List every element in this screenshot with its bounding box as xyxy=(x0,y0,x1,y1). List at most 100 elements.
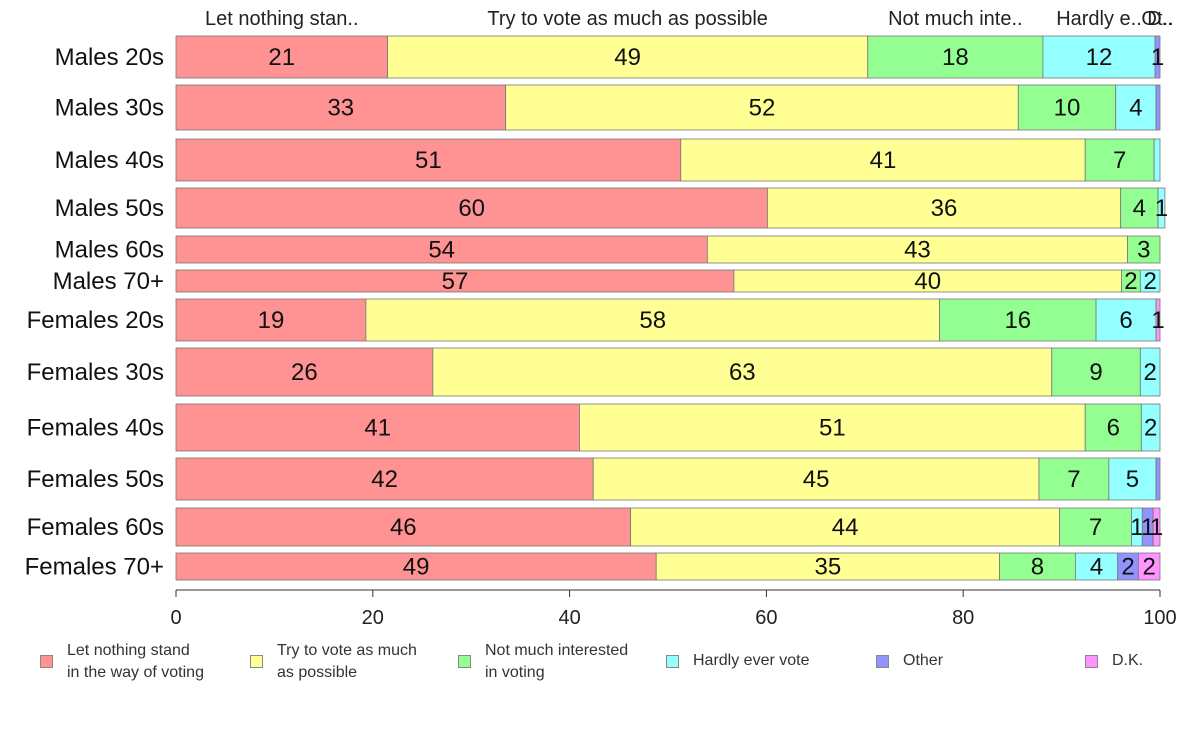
series-header-hardly-e: Hardly e.. xyxy=(1056,8,1142,30)
bar-segment-females-60s-1 xyxy=(630,507,1061,547)
bar-segment-males-40s-2 xyxy=(1084,138,1155,182)
row-label-females-30s: Females 30s xyxy=(27,359,164,386)
row-label-males-30s: Males 30s xyxy=(55,95,164,122)
bar-segment-males-40s-0 xyxy=(175,138,682,182)
bar-segment-males-30s-2 xyxy=(1017,84,1117,131)
bar-segment-females-20s-2 xyxy=(939,298,1097,342)
bar-segment-females-40s-3 xyxy=(1140,403,1161,452)
bar-segment-females-60s-2 xyxy=(1059,507,1132,547)
series-header-ot: Ot.. xyxy=(1141,8,1173,30)
data-label-males-30s-1: 52 xyxy=(749,95,776,122)
legend-swatch xyxy=(40,655,53,668)
data-label-females-30s-0: 26 xyxy=(291,359,318,386)
data-label-females-70-2: 8 xyxy=(1031,554,1044,581)
legend-label: D.K. xyxy=(1112,652,1144,669)
bar-segment-males-40s-3 xyxy=(1153,138,1161,182)
data-label-females-20s-2: 16 xyxy=(1004,307,1031,334)
data-label-females-30s-2: 9 xyxy=(1089,359,1102,386)
bar-segment-females-30s-2 xyxy=(1051,347,1141,397)
data-label-males-20s-2: 18 xyxy=(942,44,969,71)
data-label-females-20s-5: 1 xyxy=(1151,307,1164,334)
x-tick-label-60: 60 xyxy=(755,607,777,629)
data-label-males-50s-1: 36 xyxy=(931,195,958,222)
legend-swatch xyxy=(458,655,471,668)
legend-item-let-nothing-stan: Let nothing stand in the way of voting xyxy=(40,640,204,684)
row-label-males-50s: Males 50s xyxy=(55,195,164,222)
data-label-males-30s-0: 33 xyxy=(327,95,354,122)
legend-swatch xyxy=(876,655,889,668)
bar-segment-females-20s-3 xyxy=(1095,298,1157,342)
data-label-females-60s-0: 46 xyxy=(390,514,417,541)
data-label-males-40s-1: 41 xyxy=(870,147,897,174)
chart-legend: Let nothing stand in the way of voting Tr… xyxy=(0,640,1188,700)
data-label-females-40s-1: 51 xyxy=(819,415,846,442)
data-label-females-70-0: 49 xyxy=(403,554,430,581)
bar-segment-females-50s-2 xyxy=(1038,457,1110,501)
data-label-males-50s-3: 1 xyxy=(1155,195,1168,222)
bar-segment-females-20s-1 xyxy=(365,298,940,342)
data-label-males-50s-2: 4 xyxy=(1133,195,1146,222)
data-label-females-50s-1: 45 xyxy=(803,466,830,493)
row-label-males-70: Males 70+ xyxy=(53,268,164,295)
data-label-females-40s-2: 6 xyxy=(1107,415,1120,442)
data-label-males-70-0: 57 xyxy=(442,268,469,295)
x-tick-label-0: 0 xyxy=(170,607,181,629)
data-label-females-30s-3: 2 xyxy=(1143,359,1156,386)
bar-segment-females-70-0 xyxy=(175,552,657,581)
bar-segment-males-60s-1 xyxy=(706,235,1128,264)
data-label-females-60s-2: 7 xyxy=(1089,514,1102,541)
bar-segment-males-40s-1 xyxy=(680,138,1086,182)
x-tick-label-40: 40 xyxy=(558,607,580,629)
legend-swatch xyxy=(250,655,263,668)
bar-segment-males-50s-3 xyxy=(1157,187,1166,229)
legend-label: Hardly ever vote xyxy=(693,652,810,669)
bar-segment-females-60s-5 xyxy=(1152,507,1161,547)
bar-segment-females-20s-0 xyxy=(175,298,367,342)
bar-segment-females-40s-1 xyxy=(579,403,1086,452)
data-label-males-60s-0: 54 xyxy=(428,237,455,264)
legend-swatch xyxy=(666,655,679,668)
data-label-males-60s-2: 3 xyxy=(1137,237,1150,264)
bar-segment-males-30s-0 xyxy=(175,84,507,131)
bar-segment-females-60s-0 xyxy=(175,507,632,547)
data-label-males-20s-3: 12 xyxy=(1086,44,1113,71)
data-label-males-20s-1: 49 xyxy=(614,44,641,71)
row-label-females-60s: Females 60s xyxy=(27,514,164,541)
legend-item-try-to-vote-as-much-as-possible: Try to vote as much as possible xyxy=(250,640,417,684)
data-label-females-70-5: 2 xyxy=(1142,554,1155,581)
data-label-males-70-3: 2 xyxy=(1143,268,1156,295)
bar-segment-females-50s-1 xyxy=(592,457,1040,501)
legend-label: Try to vote as much as possible xyxy=(277,642,417,681)
bar-segment-females-30s-0 xyxy=(175,347,434,397)
data-label-females-60s-3: 1 xyxy=(1130,514,1143,541)
data-label-females-60s-4: 1 xyxy=(1141,514,1154,541)
data-label-females-40s-0: 41 xyxy=(364,415,391,442)
legend-swatch xyxy=(1085,655,1098,668)
series-header-d: D.. xyxy=(1147,8,1173,30)
bar-segment-males-20s-1 xyxy=(387,35,869,79)
data-label-females-30s-1: 63 xyxy=(729,359,756,386)
bar-segment-males-30s-4 xyxy=(1155,84,1161,131)
row-label-females-70: Females 70+ xyxy=(25,554,164,581)
data-label-females-50s-2: 7 xyxy=(1067,466,1080,493)
data-label-females-70-1: 35 xyxy=(815,554,842,581)
bar-segment-females-70-2 xyxy=(999,552,1076,581)
bar-segment-males-20s-4 xyxy=(1154,35,1161,79)
legend-label: Not much interested in voting xyxy=(485,642,629,681)
row-label-males-40s: Males 40s xyxy=(55,147,164,174)
x-tick-label-80: 80 xyxy=(952,607,974,629)
legend-item-not-much-inte: Not much interested in voting xyxy=(458,640,628,684)
data-label-females-50s-0: 42 xyxy=(371,466,398,493)
data-label-females-20s-1: 58 xyxy=(639,307,666,334)
bar-segment-females-70-1 xyxy=(655,552,1001,581)
bar-segment-males-30s-1 xyxy=(505,84,1019,131)
row-label-females-40s: Females 40s xyxy=(27,415,164,442)
data-label-females-40s-3: 2 xyxy=(1144,415,1157,442)
bar-segment-males-50s-0 xyxy=(175,187,768,229)
data-label-males-50s-0: 60 xyxy=(458,195,485,222)
bar-segment-females-30s-1 xyxy=(432,347,1053,397)
bar-segment-females-20s-5 xyxy=(1155,298,1161,342)
data-label-males-40s-2: 7 xyxy=(1113,147,1126,174)
legend-label: Other xyxy=(903,652,944,669)
data-label-females-60s-5: 1 xyxy=(1150,514,1163,541)
